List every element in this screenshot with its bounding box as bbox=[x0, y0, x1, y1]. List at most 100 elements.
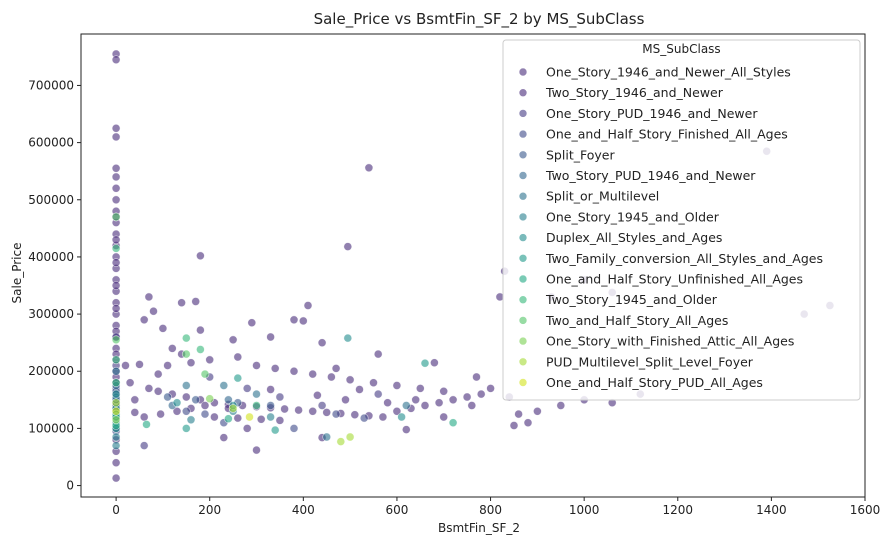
legend: MS_SubClass One_Story_1946_and_Newer_All_… bbox=[502, 39, 861, 401]
data-point bbox=[111, 184, 121, 193]
legend-label: One_Story_with_Finished_Attic_All_Ages bbox=[546, 334, 794, 349]
data-point bbox=[111, 55, 121, 65]
legend-label: Two_Story_1946_and_Newer bbox=[545, 85, 724, 100]
data-point bbox=[317, 338, 327, 348]
data-point bbox=[228, 404, 238, 413]
data-point bbox=[172, 398, 182, 408]
data-point bbox=[476, 389, 486, 399]
y-axis-ticks: 0 100000 200000 300000 400000 500000 600000 700… bbox=[28, 78, 81, 493]
y-axis-label: Sale_Price bbox=[10, 243, 24, 304]
data-point bbox=[266, 401, 275, 410]
legend-marker bbox=[518, 357, 528, 367]
data-point bbox=[172, 406, 182, 416]
data-point bbox=[111, 458, 121, 468]
x-tick-label: 800 bbox=[479, 503, 502, 517]
legend-marker bbox=[518, 378, 528, 387]
data-point bbox=[111, 164, 121, 173]
data-point bbox=[355, 385, 364, 394]
data-point bbox=[289, 424, 299, 433]
legend-marker bbox=[518, 150, 528, 160]
data-point bbox=[373, 389, 383, 399]
data-point bbox=[448, 418, 458, 428]
data-point bbox=[121, 361, 130, 370]
data-point bbox=[196, 345, 205, 354]
data-point bbox=[111, 212, 121, 222]
legend-label: Two_and_Half_Story_All_Ages bbox=[545, 313, 728, 328]
legend-label: Split_Foyer bbox=[546, 147, 615, 162]
data-point bbox=[341, 395, 350, 405]
legend-marker bbox=[518, 67, 528, 77]
data-point bbox=[331, 364, 341, 373]
x-tick-label: 1200 bbox=[663, 503, 694, 517]
data-point bbox=[111, 124, 121, 133]
data-point bbox=[182, 424, 191, 433]
data-point bbox=[200, 401, 210, 410]
data-point bbox=[467, 401, 477, 410]
data-point bbox=[252, 401, 261, 410]
x-tick-label: 200 bbox=[198, 503, 221, 517]
data-point bbox=[303, 301, 313, 310]
y-tick-label: 100000 bbox=[28, 421, 74, 435]
data-point bbox=[270, 425, 280, 435]
legend-marker bbox=[518, 253, 528, 263]
legend-marker bbox=[518, 233, 528, 242]
data-point bbox=[111, 406, 121, 416]
data-point bbox=[411, 395, 421, 405]
legend-marker bbox=[518, 88, 528, 97]
legend-label: One_Story_PUD_1946_and_Newer bbox=[546, 106, 758, 121]
data-point bbox=[345, 375, 355, 385]
data-point bbox=[322, 408, 332, 417]
data-point bbox=[135, 360, 144, 369]
data-point bbox=[111, 235, 121, 245]
data-point bbox=[462, 392, 472, 402]
data-point bbox=[245, 412, 254, 422]
data-point bbox=[266, 412, 275, 422]
x-tick-label: 1600 bbox=[850, 503, 881, 517]
data-point bbox=[294, 405, 303, 415]
data-point bbox=[144, 292, 154, 302]
data-point bbox=[252, 361, 261, 370]
data-point bbox=[343, 333, 353, 343]
data-point bbox=[219, 381, 229, 390]
data-point bbox=[434, 398, 444, 408]
data-point bbox=[317, 401, 327, 410]
data-point bbox=[111, 258, 121, 267]
legend-label: PUD_Multilevel_Split_Level_Foyer bbox=[546, 354, 754, 369]
x-tick-label: 400 bbox=[292, 503, 315, 517]
data-point bbox=[191, 395, 200, 405]
data-point bbox=[149, 306, 158, 316]
data-point bbox=[210, 412, 219, 422]
data-point bbox=[242, 384, 252, 393]
data-point bbox=[256, 414, 266, 424]
y-tick-label: 600000 bbox=[28, 136, 74, 150]
data-point bbox=[523, 418, 533, 428]
data-point bbox=[514, 409, 523, 419]
data-point bbox=[345, 432, 355, 442]
legend-marker bbox=[518, 109, 528, 118]
legend-marker bbox=[518, 336, 528, 346]
legend-label: Split_or_Multilevel bbox=[546, 189, 659, 204]
data-point bbox=[130, 395, 140, 405]
data-point bbox=[182, 349, 191, 359]
legend-label: One_and_Half_Story_PUD_All_Ages bbox=[546, 375, 763, 390]
data-point bbox=[130, 408, 140, 417]
x-tick-label: 0 bbox=[112, 503, 120, 517]
data-point bbox=[439, 386, 449, 396]
data-point bbox=[369, 378, 378, 388]
data-point bbox=[308, 406, 318, 416]
data-point bbox=[182, 381, 191, 390]
data-point bbox=[111, 335, 121, 345]
data-point bbox=[224, 395, 233, 405]
data-point bbox=[182, 406, 191, 416]
legend-label: Two_Story_PUD_1946_and_Newer bbox=[545, 168, 756, 183]
data-point bbox=[392, 381, 402, 390]
data-point bbox=[111, 172, 121, 182]
data-point bbox=[111, 441, 121, 450]
data-point bbox=[153, 369, 163, 379]
data-point bbox=[280, 404, 289, 414]
data-point bbox=[364, 163, 374, 173]
data-point bbox=[247, 318, 257, 328]
data-point bbox=[205, 394, 214, 404]
legend-box bbox=[502, 39, 861, 401]
data-point bbox=[486, 384, 495, 393]
